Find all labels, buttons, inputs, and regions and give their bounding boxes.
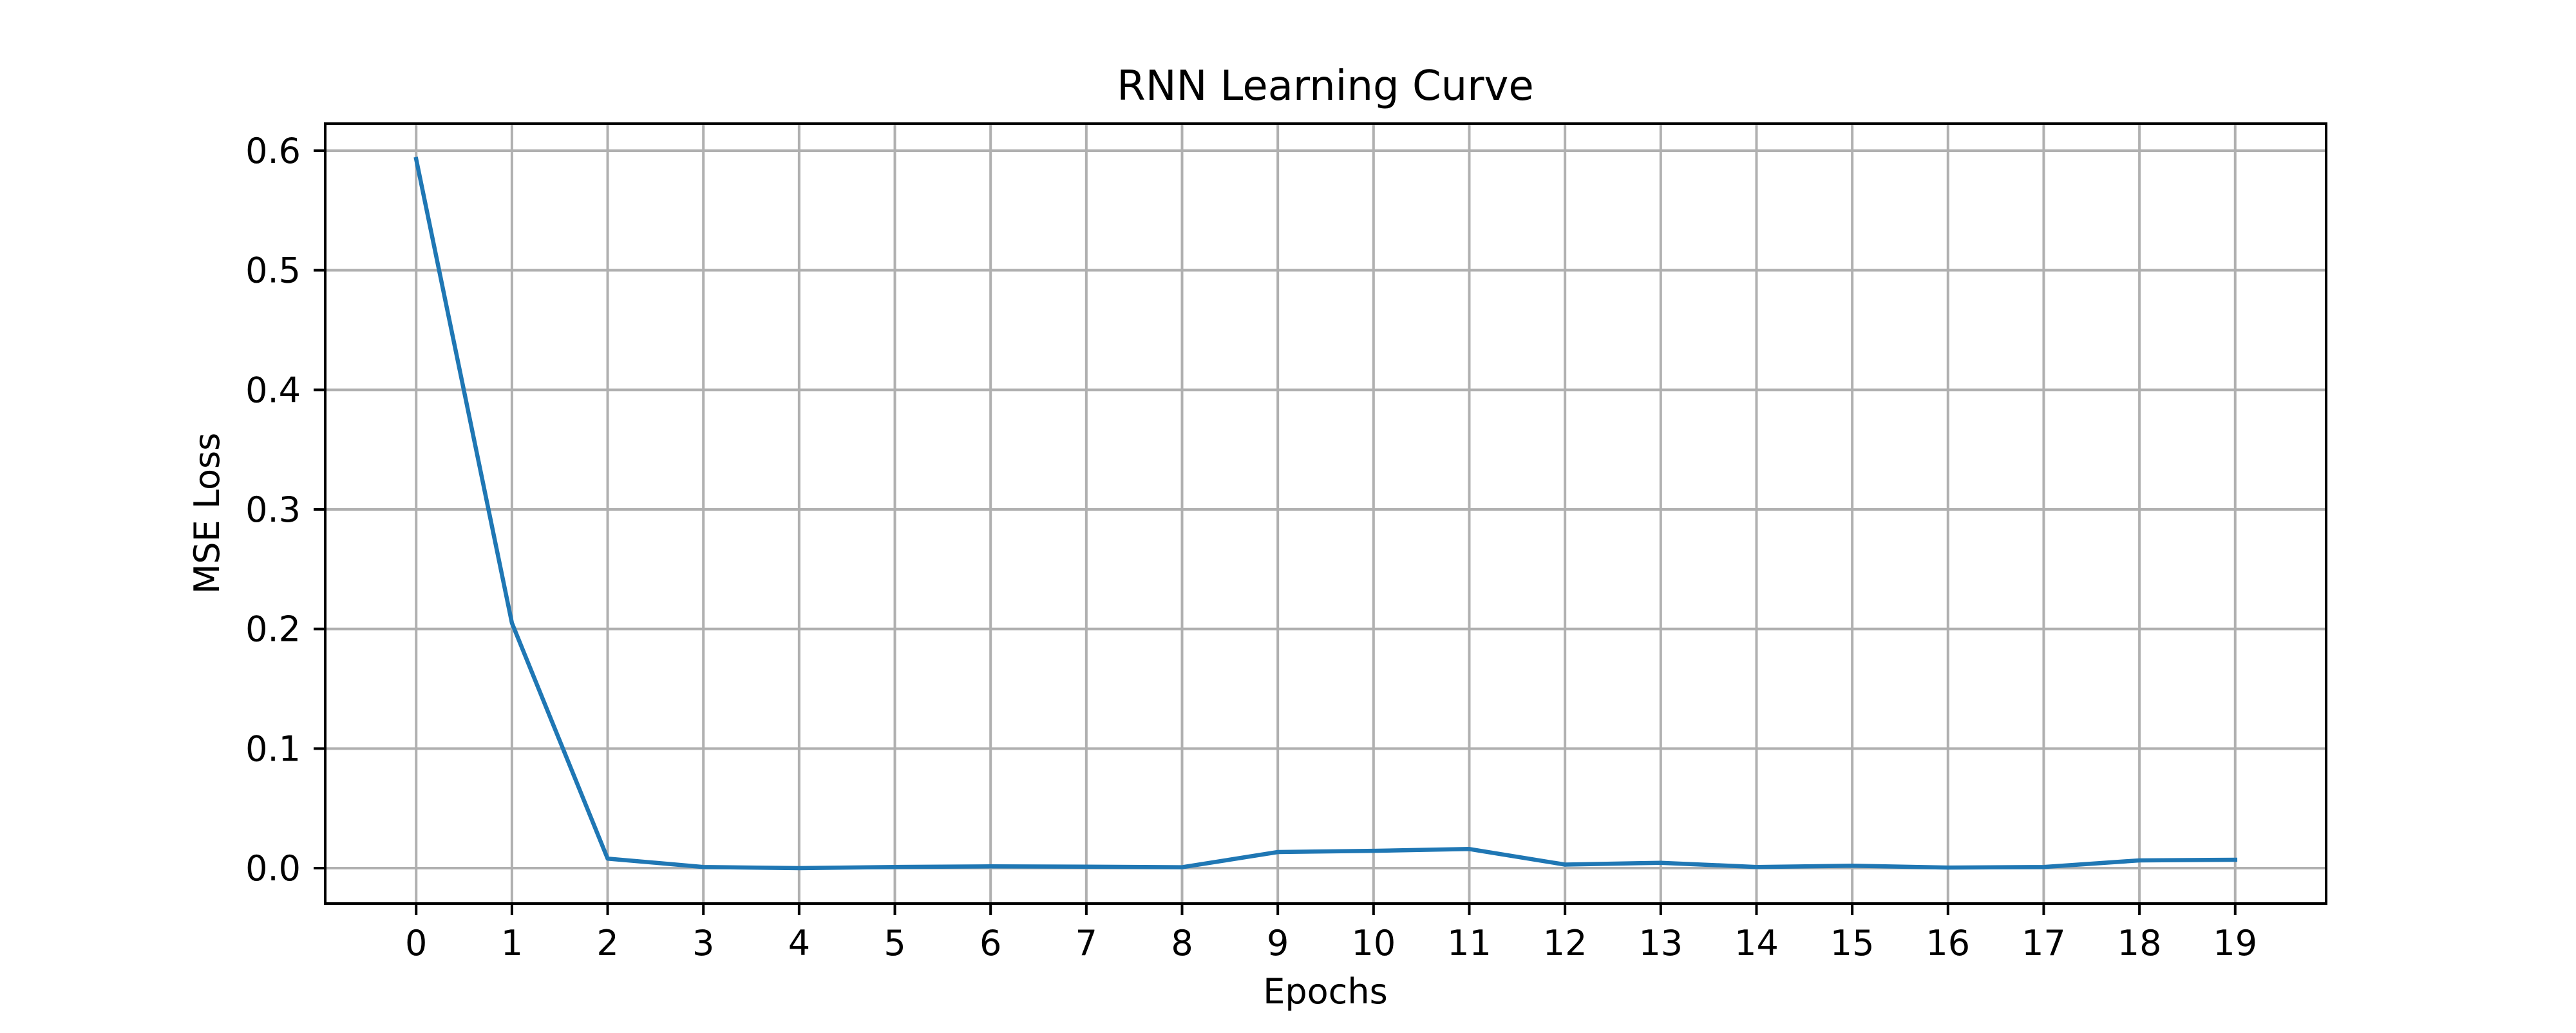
series-line-0	[413, 156, 2238, 871]
y-tick-label-5: 0.5	[245, 251, 301, 291]
x-tick-label-19: 19	[2213, 923, 2257, 963]
x-tick-label-5: 5	[884, 923, 905, 963]
axes-frame	[324, 122, 2327, 905]
x-tick-label-6: 6	[980, 923, 1001, 963]
y-tick-label-4: 0.4	[245, 370, 301, 410]
ticks: 0 1 2 3 4 5 6 7 8 9 10 11 12 13 14 15 16 17 18 190.00.10.20…	[245, 131, 2257, 963]
x-tick-label-3: 3	[692, 923, 714, 963]
y-tick-label-6: 0.6	[245, 131, 301, 171]
plot-frame	[324, 122, 2327, 905]
x-axis-label: Epochs	[1263, 971, 1387, 1012]
x-tick-label-14: 14	[1734, 923, 1779, 963]
x-tick-label-11: 11	[1447, 923, 1492, 963]
x-tick-label-7: 7	[1075, 923, 1097, 963]
x-tick-label-4: 4	[788, 923, 810, 963]
grid	[325, 124, 2326, 904]
x-tick-label-9: 9	[1267, 923, 1289, 963]
x-tick-label-15: 15	[1830, 923, 1875, 963]
x-tick-label-18: 18	[2117, 923, 2162, 963]
x-tick-label-12: 12	[1543, 923, 1587, 963]
y-tick-label-3: 0.3	[245, 489, 301, 530]
series	[413, 156, 2238, 871]
x-tick-label-2: 2	[596, 923, 618, 963]
x-tick-label-13: 13	[1638, 923, 1683, 963]
x-tick-label-10: 10	[1351, 923, 1396, 963]
x-tick-label-0: 0	[405, 923, 427, 963]
x-tick-label-1: 1	[501, 923, 523, 963]
y-tick-label-0: 0.0	[245, 848, 301, 889]
chart-title: RNN Learning Curve	[1117, 62, 1534, 110]
x-tick-label-8: 8	[1171, 923, 1193, 963]
x-tick-label-16: 16	[1926, 923, 1970, 963]
x-tick-label-17: 17	[2022, 923, 2066, 963]
y-axis-label: MSE Loss	[187, 433, 227, 594]
y-tick-label-1: 0.1	[245, 728, 301, 769]
y-tick-label-2: 0.2	[245, 609, 301, 650]
